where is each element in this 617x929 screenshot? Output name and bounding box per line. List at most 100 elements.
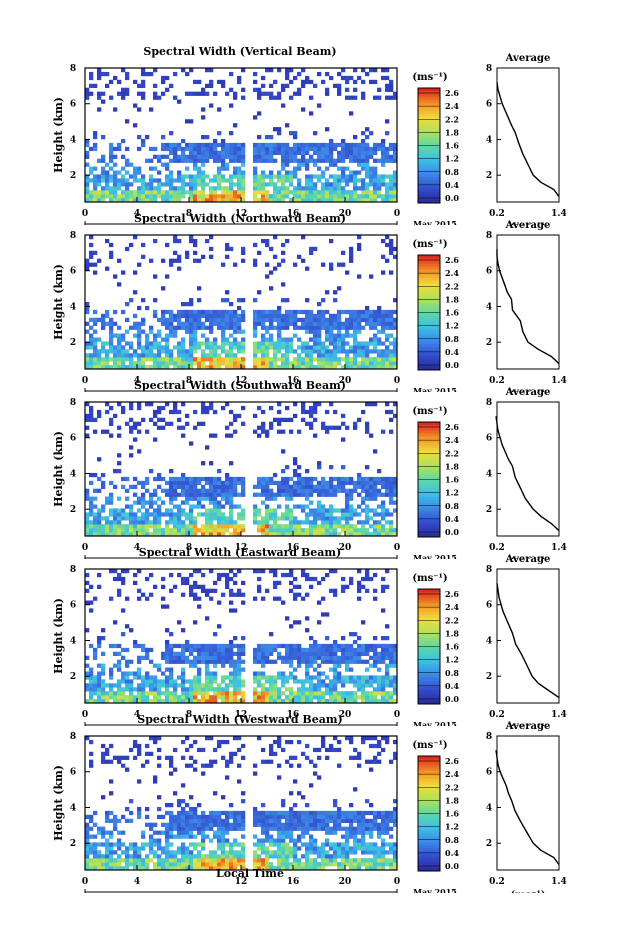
heatmap-cell: [129, 659, 134, 664]
heatmap-cell: [229, 683, 234, 688]
heatmap-cell: [97, 353, 102, 358]
heatmap-cell: [289, 524, 294, 529]
heatmap-cell: [373, 345, 378, 350]
heatmap-cell: [301, 158, 306, 163]
heatmap-cell: [197, 854, 202, 859]
heatmap-cell: [93, 321, 98, 326]
heatmap-cell: [213, 433, 218, 438]
heatmap-cell: [221, 516, 226, 521]
heatmap-cell: [209, 178, 214, 183]
heatmap-cell: [209, 79, 214, 85]
heatmap-cell: [289, 79, 294, 85]
heatmap-cell: [113, 576, 118, 582]
heatmap-cell: [393, 651, 398, 656]
heatmap-cell: [333, 528, 338, 533]
heatmap-cell: [105, 402, 110, 407]
heatmap-cell: [181, 178, 186, 183]
heatmap-cell: [233, 170, 238, 175]
heatmap-cell: [285, 313, 290, 319]
heatmap-cell: [165, 643, 170, 649]
heatmap-cell: [393, 413, 398, 419]
heatmap-cell: [101, 795, 106, 800]
heatmap-cell: [89, 91, 94, 96]
heatmap-cell: [305, 421, 310, 426]
heatmap-cell: [321, 647, 326, 653]
heatmap-cell: [97, 190, 102, 195]
heatmap-cell: [273, 254, 278, 259]
heatmap-cell: [193, 659, 198, 664]
heatmap-cell: [329, 484, 334, 489]
heatmap-cell: [369, 79, 374, 85]
heatmap-cell: [349, 309, 354, 315]
heatmap-cell: [353, 174, 358, 179]
heatmap-cell: [373, 647, 378, 653]
heatmap-cell: [273, 361, 278, 366]
heatmap-cell: [125, 246, 130, 252]
heatmap-cell: [253, 655, 258, 660]
heatmap-cell: [353, 528, 358, 533]
heatmap-cell: [141, 500, 146, 505]
heatmap-cell: [185, 154, 190, 159]
heatmap-cell: [333, 341, 338, 346]
heatmap-cell: [229, 488, 234, 493]
heatmap-cell: [309, 512, 314, 517]
heatmap-cell: [393, 182, 398, 187]
heatmap-cell: [213, 850, 218, 855]
heatmap-cell: [157, 504, 162, 509]
heatmap-cell: [113, 321, 118, 326]
colorbar-segment: [418, 666, 440, 670]
heatmap-cell: [389, 512, 394, 517]
heatmap-cell: [341, 683, 346, 688]
heatmap-cell: [117, 357, 122, 362]
heatmap-cell: [169, 146, 174, 152]
heatmap-cell: [237, 528, 242, 533]
heatmap-cell: [125, 488, 130, 493]
colorbar-segment: [418, 286, 440, 290]
heatmap-cell: [113, 818, 118, 823]
heatmap-cell: [265, 675, 270, 680]
heatmap-cell: [209, 146, 214, 152]
heatmap-cell: [229, 691, 234, 696]
heatmap-cell: [181, 194, 186, 199]
heatmap-cell: [281, 675, 286, 680]
heatmap-cell: [109, 743, 114, 749]
heatmap-cell: [329, 154, 334, 159]
x-tick-label: 12: [235, 543, 248, 553]
heatmap-cell: [113, 691, 118, 696]
heatmap-cell: [201, 349, 206, 354]
heatmap-cell: [149, 850, 154, 855]
heatmap-cell: [365, 691, 370, 696]
heatmap-cell: [109, 846, 114, 851]
heatmap-cell: [373, 166, 378, 171]
heatmap-cell: [193, 699, 198, 704]
heatmap-cell: [357, 170, 362, 175]
heatmap-cell: [297, 476, 302, 482]
heatmap-cell: [373, 313, 378, 319]
heatmap-cell: [141, 647, 146, 653]
heatmap-cell: [269, 345, 274, 350]
heatmap-cell: [265, 325, 270, 330]
heatmap-cell: [129, 862, 134, 867]
heatmap-cell: [113, 651, 118, 656]
heatmap-cell: [197, 818, 202, 823]
heatmap-cell: [277, 492, 282, 497]
heatmap-cell: [357, 588, 362, 593]
heatmap-cell: [265, 154, 270, 159]
heatmap-cell: [393, 643, 398, 649]
heatmap-cell: [345, 488, 350, 493]
heatmap-cell: [361, 162, 366, 167]
heatmap-cell: [365, 651, 370, 656]
heatmap-cell: [105, 194, 110, 199]
heatmap-cell: [297, 655, 302, 660]
heatmap-cell: [165, 353, 170, 358]
heatmap-cell: [165, 333, 170, 338]
x-tick-label: 12: [235, 710, 248, 720]
heatmap-cell: [109, 858, 114, 863]
heatmap-cell: [241, 198, 246, 203]
heatmap-cell: [205, 492, 210, 497]
heatmap-cell: [137, 569, 142, 574]
heatmap-cell: [169, 572, 174, 578]
heatmap-cell: [241, 162, 246, 167]
heatmap-cell: [125, 317, 130, 322]
